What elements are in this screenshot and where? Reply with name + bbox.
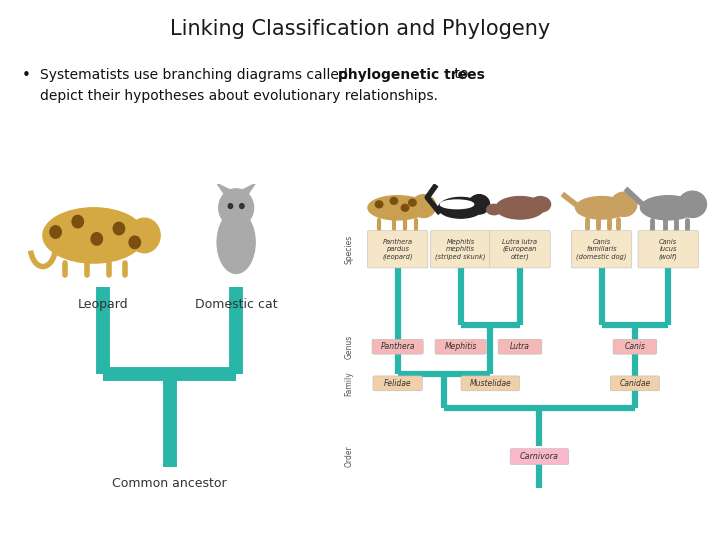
FancyBboxPatch shape <box>638 231 698 268</box>
Text: Genus: Genus <box>344 335 354 359</box>
Ellipse shape <box>496 197 544 219</box>
FancyBboxPatch shape <box>372 339 423 354</box>
Text: Canis
familiaris
(domestic dog): Canis familiaris (domestic dog) <box>577 239 626 260</box>
FancyBboxPatch shape <box>498 339 542 354</box>
FancyBboxPatch shape <box>461 376 520 391</box>
Circle shape <box>611 192 636 217</box>
Circle shape <box>113 222 125 235</box>
FancyBboxPatch shape <box>490 231 550 268</box>
FancyBboxPatch shape <box>611 376 660 391</box>
FancyBboxPatch shape <box>510 449 569 464</box>
Text: Lutra: Lutra <box>510 342 530 351</box>
Text: Panthera: Panthera <box>380 342 415 351</box>
Circle shape <box>375 201 383 208</box>
FancyBboxPatch shape <box>572 231 631 268</box>
Circle shape <box>240 204 244 208</box>
Text: Mephitis: Mephitis <box>444 342 477 351</box>
FancyBboxPatch shape <box>613 339 657 354</box>
Circle shape <box>50 226 61 238</box>
FancyBboxPatch shape <box>431 231 491 268</box>
Ellipse shape <box>487 204 501 215</box>
Text: Domestic cat: Domestic cat <box>195 298 277 310</box>
Text: Canis
lucus
(wolf): Canis lucus (wolf) <box>659 239 678 260</box>
Ellipse shape <box>43 208 144 263</box>
Ellipse shape <box>575 197 628 219</box>
Ellipse shape <box>440 200 474 208</box>
Circle shape <box>91 233 102 245</box>
Circle shape <box>469 194 490 214</box>
Text: Leopard: Leopard <box>78 298 128 310</box>
Ellipse shape <box>217 211 255 273</box>
Text: Lutra lutra
(European
otter): Lutra lutra (European otter) <box>503 239 538 260</box>
Text: Canidae: Canidae <box>619 379 651 388</box>
FancyBboxPatch shape <box>373 376 422 391</box>
Circle shape <box>72 215 84 228</box>
Text: phylogenetic trees: phylogenetic trees <box>338 68 485 82</box>
Text: Species: Species <box>344 235 354 264</box>
Text: Family: Family <box>344 371 354 396</box>
FancyBboxPatch shape <box>367 231 428 268</box>
Text: Carnivora: Carnivora <box>520 452 559 461</box>
Circle shape <box>129 236 140 248</box>
Polygon shape <box>217 184 235 198</box>
Circle shape <box>128 218 160 253</box>
Text: to: to <box>450 68 469 82</box>
Polygon shape <box>238 184 255 198</box>
Text: Felidae: Felidae <box>384 379 411 388</box>
Text: Order: Order <box>344 446 354 468</box>
Text: Canis: Canis <box>624 342 645 351</box>
Text: Common ancestor: Common ancestor <box>112 477 227 490</box>
Text: depict their hypotheses about evolutionary relationships.: depict their hypotheses about evolutiona… <box>40 89 438 103</box>
Text: Panthera
pardus
(leopard): Panthera pardus (leopard) <box>382 239 413 260</box>
Circle shape <box>678 191 706 218</box>
Ellipse shape <box>530 197 551 212</box>
Circle shape <box>409 199 416 206</box>
Ellipse shape <box>641 195 696 220</box>
Ellipse shape <box>438 198 483 218</box>
Circle shape <box>411 194 436 218</box>
Ellipse shape <box>368 195 427 220</box>
Text: •: • <box>22 68 30 83</box>
Circle shape <box>401 204 409 211</box>
Text: Linking Classification and Phylogeny: Linking Classification and Phylogeny <box>170 19 550 39</box>
Text: Mephitis
mephitis
(striped skunk): Mephitis mephitis (striped skunk) <box>436 239 486 260</box>
Text: Mustelidae: Mustelidae <box>469 379 511 388</box>
FancyBboxPatch shape <box>435 339 486 354</box>
Circle shape <box>390 198 397 204</box>
Circle shape <box>228 204 233 208</box>
Text: Systematists use branching diagrams called: Systematists use branching diagrams call… <box>40 68 352 82</box>
Circle shape <box>219 189 253 227</box>
